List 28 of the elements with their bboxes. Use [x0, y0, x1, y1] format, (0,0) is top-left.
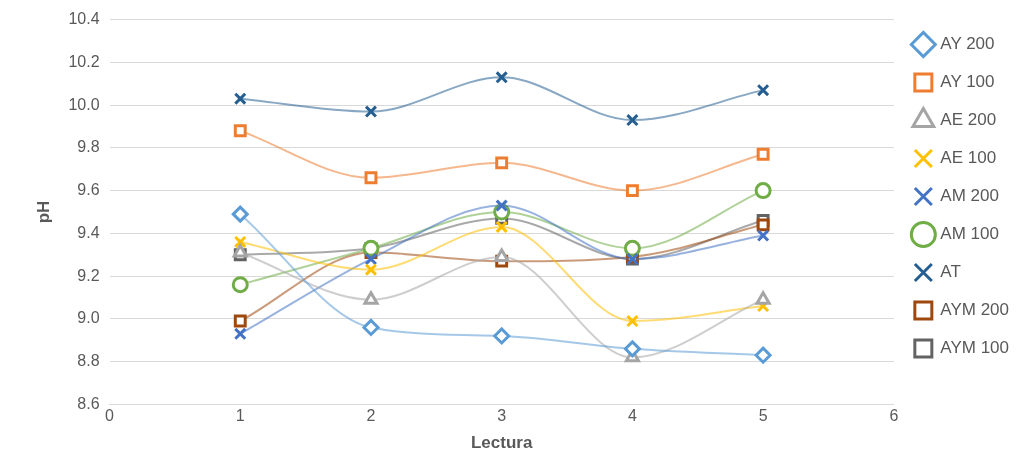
- y-tick-label: 9.6: [77, 181, 100, 199]
- x-tick-label: 5: [758, 407, 768, 425]
- legend-label: AT: [940, 262, 961, 282]
- x-tick-label: 1: [235, 407, 245, 425]
- y-tick-label: 9.0: [77, 309, 100, 327]
- legend-label: AE 100: [940, 148, 997, 168]
- x-tick-label: 0: [105, 407, 115, 425]
- legend-label: AY 200: [940, 34, 995, 54]
- y-axis-title: pH: [33, 200, 53, 224]
- legend-label: AYM 200: [940, 300, 1010, 320]
- y-tick-label: 10.4: [68, 10, 100, 28]
- legend-label: AM 100: [940, 224, 999, 244]
- legend-label: AM 200: [940, 186, 999, 206]
- y-tick-label: 8.6: [77, 394, 100, 412]
- y-tick-label: 9.4: [77, 223, 100, 241]
- y-tick-label: 10.0: [68, 95, 100, 113]
- x-tick-label: 3: [497, 407, 507, 425]
- x-tick-label: 4: [627, 407, 637, 425]
- legend-label: AY 100: [940, 72, 995, 92]
- y-tick-label: 9.2: [77, 266, 100, 284]
- y-tick-label: 8.8: [77, 352, 100, 370]
- x-tick-label: 6: [889, 407, 899, 425]
- x-tick-label: 2: [366, 407, 376, 425]
- y-tick-label: 10.2: [68, 52, 100, 70]
- x-axis-title: Lectura: [470, 433, 533, 453]
- legend-label: AE 200: [940, 110, 997, 130]
- y-tick-label: 9.8: [77, 138, 100, 156]
- legend-label: AYM 100: [940, 338, 1010, 358]
